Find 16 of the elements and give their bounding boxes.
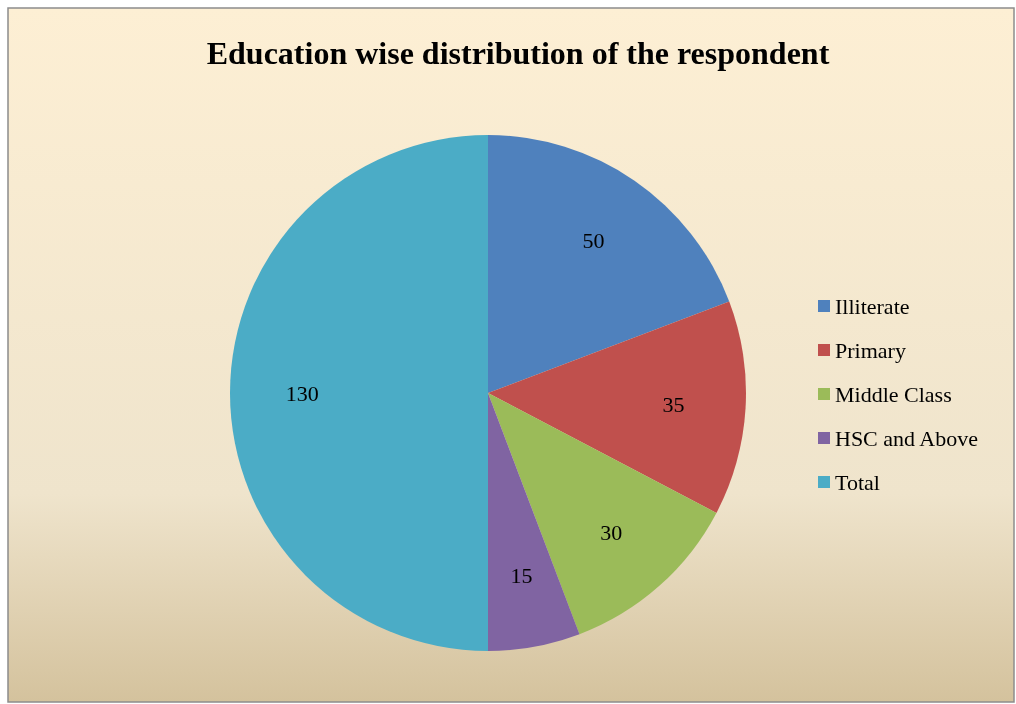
pie-slice bbox=[230, 135, 488, 651]
legend-label: HSC and Above bbox=[835, 425, 978, 451]
pie-slice bbox=[488, 393, 717, 635]
data-label: 30 bbox=[600, 519, 623, 545]
legend-label: Middle Class bbox=[835, 381, 952, 407]
pie-slice bbox=[488, 301, 746, 513]
legend-label: Illiterate bbox=[835, 293, 910, 319]
data-label: 15 bbox=[510, 563, 533, 589]
pie-slice bbox=[488, 393, 580, 651]
pie-slice bbox=[488, 135, 730, 393]
legend-label: Primary bbox=[835, 337, 906, 363]
data-label: 50 bbox=[582, 227, 605, 253]
legend-label: Total bbox=[835, 469, 880, 495]
data-label: 130 bbox=[285, 380, 319, 406]
chart-title: Education wise distribution of the respondent bbox=[206, 35, 830, 71]
data-label: 35 bbox=[662, 391, 685, 417]
